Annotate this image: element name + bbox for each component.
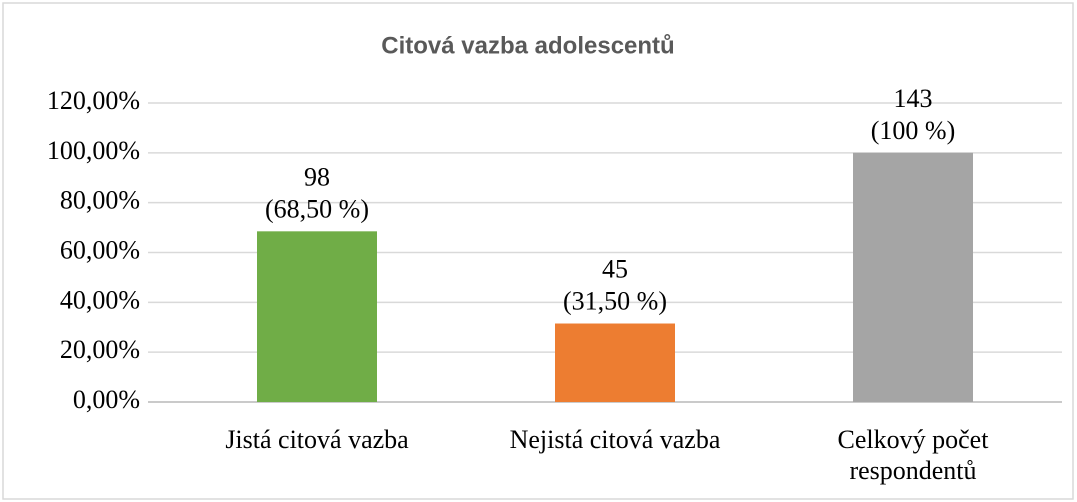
data-label: 98 [304,162,330,191]
y-tick-label: 60,00% [60,235,140,264]
chart-title: Citová vazba adolescentů [381,32,674,59]
y-tick-label: 0,00% [73,385,140,414]
data-label: 45 [602,254,628,283]
x-tick-label: Celkový počet respondentů [837,425,989,485]
bar [853,152,973,402]
y-tick-label: 100,00% [47,136,140,165]
y-tick-label: 120,00% [47,86,140,115]
data-label: 143 [894,84,933,113]
y-tick-label: 40,00% [60,285,140,314]
data-label: (68,50 %) [265,194,369,223]
bar [257,231,377,402]
x-tick-label: Nejistá citová vazba [509,425,721,454]
y-tick-label: 80,00% [60,186,140,215]
data-label: (31,50 %) [563,286,667,315]
bar [555,323,675,402]
y-tick-label: 20,00% [60,335,140,364]
data-label: (100 %) [871,116,955,145]
x-tick-label: Jistá citová vazba [225,425,409,454]
